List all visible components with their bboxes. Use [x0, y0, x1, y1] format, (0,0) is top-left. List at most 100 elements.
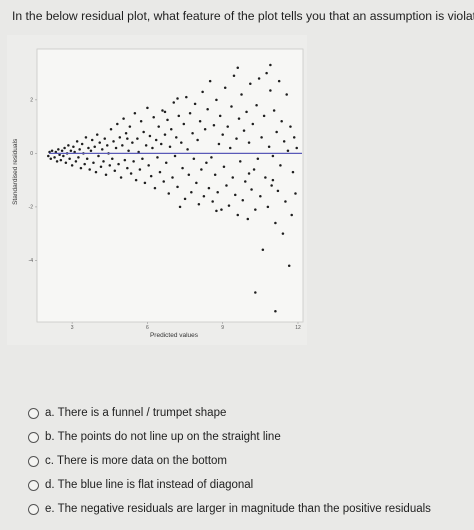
- residual-point: [158, 170, 162, 174]
- residual-point: [269, 63, 272, 67]
- x-tick-label: 3: [71, 325, 74, 331]
- residual-point: [211, 200, 214, 203]
- residual-point: [180, 141, 183, 144]
- residual-point: [251, 122, 255, 126]
- residual-point: [245, 110, 248, 114]
- residual-point: [289, 125, 292, 128]
- residual-point: [57, 148, 60, 151]
- residual-point: [192, 157, 196, 160]
- residual-point: [62, 154, 65, 158]
- residual-point: [167, 192, 170, 195]
- residual-point: [85, 157, 89, 160]
- option-c-letter: c.: [45, 455, 54, 467]
- option-e-letter: e.: [45, 503, 55, 515]
- residual-point: [249, 82, 252, 86]
- residual-point: [241, 198, 245, 202]
- residual-point: [181, 166, 184, 170]
- residual-point: [132, 160, 135, 163]
- residual-point: [149, 174, 153, 178]
- residual-point: [236, 66, 239, 69]
- residual-point: [87, 146, 90, 150]
- residual-point: [218, 114, 222, 118]
- residual-point: [88, 168, 91, 171]
- residual-point: [77, 156, 80, 159]
- residual-point: [144, 144, 148, 147]
- residual-point: [200, 168, 203, 171]
- residual-point: [186, 148, 189, 151]
- residual-point: [106, 144, 109, 147]
- option-e-label: The negative residuals are larger in mag…: [57, 503, 431, 515]
- option-a-letter: a.: [45, 407, 55, 419]
- residual-point: [223, 86, 227, 90]
- residual-point: [236, 213, 239, 217]
- residual-point: [95, 133, 99, 136]
- residual-point: [122, 117, 125, 120]
- radio-button-d[interactable]: [28, 479, 39, 491]
- residual-point: [292, 136, 296, 139]
- y-axis-label: Standardised residuals: [12, 138, 19, 205]
- residual-point: [163, 110, 167, 114]
- residual-point: [176, 97, 179, 100]
- option-c[interactable]: c. There is more data on the bottom: [28, 449, 468, 473]
- residual-point: [171, 176, 174, 179]
- residual-point: [92, 161, 95, 164]
- residual-point: [108, 164, 112, 167]
- residual-point: [154, 138, 158, 142]
- option-b-letter: b.: [45, 431, 55, 443]
- residual-point: [271, 178, 275, 182]
- residual-point: [55, 160, 59, 163]
- residual-point: [266, 205, 270, 209]
- residual-point: [201, 90, 204, 94]
- residual-point: [205, 161, 208, 164]
- residual-point: [63, 146, 66, 150]
- residual-point: [274, 221, 277, 225]
- option-b[interactable]: b. The points do not line up on the stra…: [28, 425, 468, 449]
- radio-button-b[interactable]: [28, 431, 39, 443]
- radio-button-a[interactable]: [28, 407, 39, 419]
- option-d-letter: d.: [45, 479, 55, 491]
- residual-point: [116, 122, 119, 126]
- residual-point: [146, 106, 149, 110]
- residual-point: [109, 128, 113, 131]
- option-e[interactable]: e. The negative residuals are larger in …: [28, 497, 468, 521]
- residual-point: [70, 164, 74, 167]
- residual-point: [213, 173, 217, 177]
- option-b-label: The points do not line up on the straigh…: [57, 431, 281, 443]
- radio-button-e[interactable]: [28, 503, 39, 515]
- residual-point: [247, 172, 251, 175]
- residual-point: [161, 109, 164, 112]
- radio-button-c[interactable]: [28, 455, 39, 467]
- y-tick-label: 2: [30, 98, 33, 104]
- residual-point: [127, 149, 130, 152]
- residual-point: [75, 140, 79, 143]
- residual-point: [172, 101, 176, 104]
- x-tick-label: 12: [295, 325, 301, 331]
- residual-point: [291, 170, 295, 174]
- residual-point: [234, 193, 237, 197]
- residual-point: [230, 105, 233, 108]
- residual-point: [290, 213, 293, 217]
- residual-point: [84, 136, 88, 139]
- residual-point: [60, 149, 64, 152]
- residual-point: [90, 138, 94, 142]
- residual-point: [78, 148, 81, 151]
- residual-point: [118, 136, 122, 139]
- residual-point: [210, 156, 213, 159]
- residual-point: [58, 153, 61, 156]
- residual-point: [255, 103, 258, 107]
- residual-point: [111, 157, 114, 160]
- residual-point: [137, 150, 140, 154]
- residual-point: [163, 133, 167, 136]
- option-a[interactable]: a. There is a funnel / trumpet shape: [28, 401, 468, 425]
- residual-point: [64, 161, 68, 164]
- option-d[interactable]: d. The blue line is flat instead of diag…: [28, 473, 468, 497]
- residual-point: [277, 79, 281, 83]
- residual-point: [176, 185, 179, 189]
- residual-point: [162, 180, 165, 183]
- residual-point: [193, 102, 197, 106]
- residual-point: [197, 202, 201, 206]
- residual-point: [208, 79, 212, 83]
- residual-point: [101, 148, 104, 151]
- option-a-label: There is a funnel / trumpet shape: [57, 407, 227, 419]
- residual-point: [196, 138, 199, 142]
